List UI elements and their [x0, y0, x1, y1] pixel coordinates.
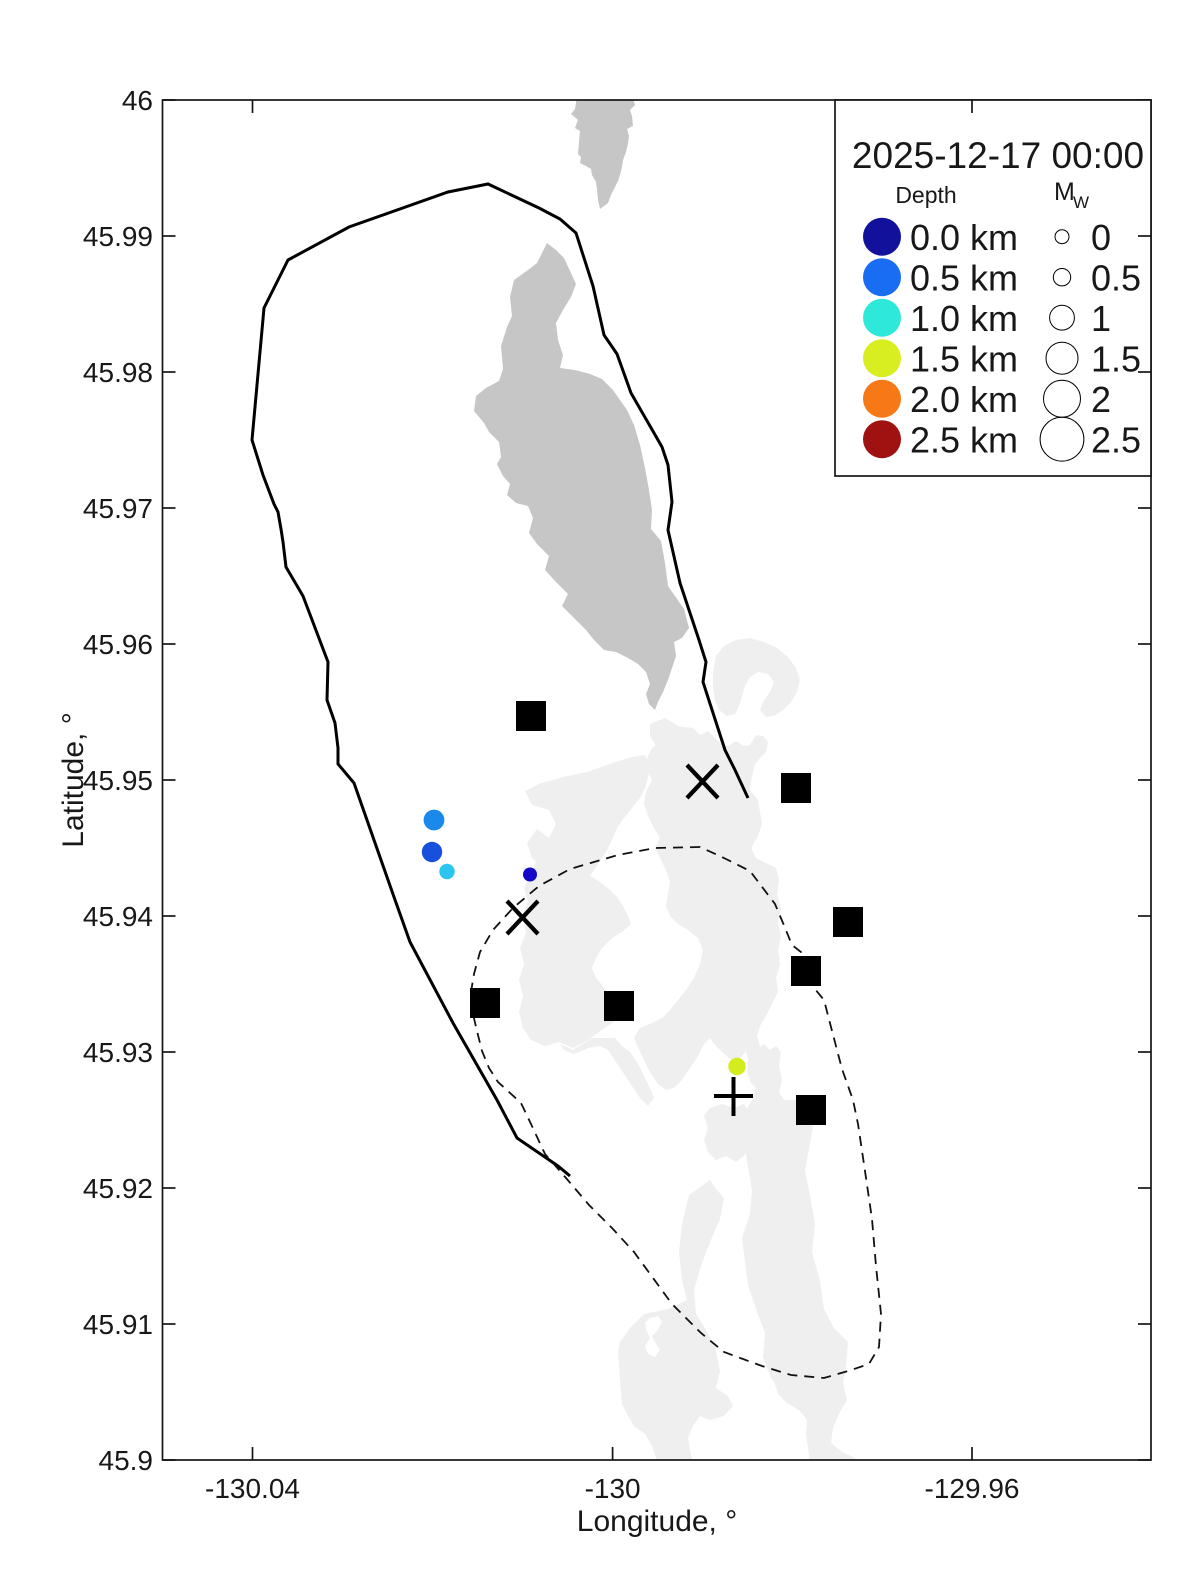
svg-text:0.0 km: 0.0 km	[910, 217, 1018, 258]
svg-text:45.91: 45.91	[83, 1309, 153, 1340]
svg-text:45.93: 45.93	[83, 1037, 153, 1068]
svg-text:0: 0	[1091, 217, 1111, 258]
svg-text:45.97: 45.97	[83, 493, 153, 524]
svg-text:2.0 km: 2.0 km	[910, 379, 1018, 420]
svg-text:45.99: 45.99	[83, 221, 153, 252]
svg-text:1.0 km: 1.0 km	[910, 298, 1018, 339]
svg-text:45.98: 45.98	[83, 357, 153, 388]
svg-text:-130: -130	[585, 1473, 641, 1504]
svg-text:45.94: 45.94	[83, 901, 153, 932]
svg-text:-129.96: -129.96	[925, 1473, 1020, 1504]
svg-text:46: 46	[122, 85, 153, 116]
svg-text:2: 2	[1091, 379, 1111, 420]
svg-text:M: M	[1054, 178, 1075, 206]
svg-text:45.92: 45.92	[83, 1173, 153, 1204]
svg-text:2.5: 2.5	[1091, 420, 1141, 461]
svg-text:1: 1	[1091, 298, 1111, 339]
svg-text:Latitude, °: Latitude, °	[57, 712, 90, 847]
svg-text:2.5 km: 2.5 km	[910, 420, 1018, 461]
svg-text:0.5: 0.5	[1091, 258, 1141, 299]
svg-text:45.96: 45.96	[83, 629, 153, 660]
svg-text:45.9: 45.9	[99, 1445, 154, 1476]
svg-text:Depth: Depth	[895, 182, 956, 208]
svg-text:Longitude, °: Longitude, °	[577, 1505, 737, 1538]
svg-text:2025-12-17 00:00: 2025-12-17 00:00	[852, 135, 1144, 176]
svg-text:45.95: 45.95	[83, 765, 153, 796]
svg-text:1.5 km: 1.5 km	[910, 339, 1018, 380]
svg-text:0.5 km: 0.5 km	[910, 258, 1018, 299]
svg-text:-130.04: -130.04	[205, 1473, 300, 1504]
svg-text:1.5: 1.5	[1091, 339, 1141, 380]
svg-text:W: W	[1073, 193, 1089, 212]
